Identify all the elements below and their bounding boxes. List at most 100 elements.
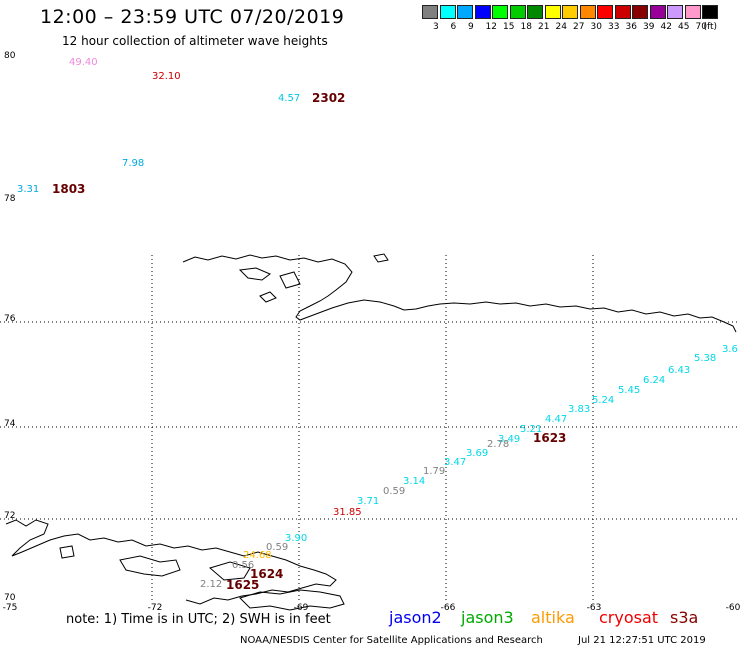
coastline <box>5 253 737 611</box>
satellite-name: altika <box>531 608 575 627</box>
credit-line: NOAA/NESDIS Center for Satellite Applica… <box>240 635 543 646</box>
wave-height-value: 3.31 <box>17 184 39 195</box>
coastline-island <box>208 561 251 581</box>
legend-label: 24 <box>555 22 567 32</box>
legend-label: 18 <box>520 22 532 32</box>
satellite-name: s3a <box>670 608 699 627</box>
wave-height-value: 3.47 <box>444 457 466 468</box>
pass-time-label: 1625 <box>226 578 259 592</box>
satellite-name: jason2 <box>389 608 442 627</box>
legend-label: 36 <box>625 22 637 32</box>
coastline-greenland <box>182 254 737 333</box>
wave-height-value: 2.78 <box>487 439 509 450</box>
legend-label: 12 <box>485 22 497 32</box>
wave-height-value: 3.83 <box>568 404 590 415</box>
legend-label: 39 <box>643 22 655 32</box>
legend-swatch <box>579 5 596 19</box>
wave-height-value: 0.59 <box>266 542 288 553</box>
wave-height-value: 32.10 <box>152 71 181 82</box>
legend-swatch <box>702 5 718 19</box>
legend-swatch <box>457 5 473 19</box>
legend-label: 30 <box>590 22 602 32</box>
wave-height-value: 3.14 <box>403 476 425 487</box>
latitude-tick-label: 80 <box>4 51 16 61</box>
legend-swatch <box>667 5 683 19</box>
pass-time-label: 1803 <box>52 182 85 196</box>
latitude-tick-label: 78 <box>4 194 16 204</box>
legend-swatch <box>474 5 491 19</box>
longitude-tick-label: -69 <box>294 603 309 613</box>
legend-label: 21 <box>538 22 550 32</box>
wave-height-value: 24.68 <box>243 550 272 561</box>
legend-swatch <box>649 5 666 19</box>
wave-height-value: 3.6 <box>722 344 738 355</box>
latitude-tick-label: 70 <box>4 593 16 603</box>
wave-height-labels: 49.40 32.10 4.57 7.98 3.31 3.6 5.38 6.436.245.4… <box>17 57 738 590</box>
satellite-name: jason3 <box>461 608 514 627</box>
coastline-island <box>119 555 181 577</box>
grid-lines <box>0 255 738 600</box>
legend-swatch <box>439 5 456 19</box>
legend-swatch <box>544 5 561 19</box>
wave-height-value: 0.56 <box>232 560 254 571</box>
legend-swatch <box>422 5 438 19</box>
legend-swatch <box>492 5 508 19</box>
legend-swatch <box>562 5 578 19</box>
wave-height-value: 6.43 <box>668 365 690 376</box>
wave-height-value: 3.49 <box>498 434 520 445</box>
footer-note: note: 1) Time is in UTC; 2) SWH is in fe… <box>66 612 331 627</box>
axis-tick-labels: -75 -72 -69 -66 -63 -60 80 78 76 74 72 70 <box>3 51 740 613</box>
wave-height-value: 5.45 <box>618 385 640 396</box>
coastline-island <box>373 253 389 263</box>
wave-height-value: 5.21 <box>520 424 542 435</box>
coastline-island <box>239 589 345 611</box>
wave-height-value: 2.12 <box>200 579 222 590</box>
wave-height-value: 3.69 <box>466 448 488 459</box>
latitude-tick-label: 74 <box>4 419 16 429</box>
legend-label: 45 <box>678 22 690 32</box>
pass-time-label: 1624 <box>250 567 283 581</box>
wave-height-value: 49.40 <box>69 57 98 68</box>
legend-label: 15 <box>503 22 515 32</box>
legend-swatch <box>597 5 613 19</box>
legend-label: 9 <box>468 22 474 32</box>
wave-height-value: 4.57 <box>278 93 300 104</box>
pass-time-label: 1623 <box>533 431 566 445</box>
wave-height-value: 5.38 <box>694 353 716 364</box>
legend-unit: (ft) <box>703 22 718 32</box>
wave-height-value: 0.59 <box>383 486 405 497</box>
legend-swatch <box>632 5 648 19</box>
coastline-greenland-inlet <box>279 271 301 289</box>
wave-height-value: 3.90 <box>285 533 307 544</box>
longitude-tick-label: -66 <box>441 603 456 613</box>
longitude-tick-label: -72 <box>148 603 163 613</box>
legend-label: 33 <box>608 22 620 32</box>
map-title: 12:00 – 23:59 UTC 07/20/2019 <box>40 6 345 28</box>
wave-height-value: 1.79 <box>423 466 445 477</box>
pass-time-label: 2302 <box>312 91 345 105</box>
legend-swatch <box>527 5 543 19</box>
map-subtitle: 12 hour collection of altimeter wave hei… <box>62 34 328 48</box>
longitude-tick-label: -75 <box>3 603 18 613</box>
coastline-island <box>259 291 277 303</box>
wave-height-value: 4.47 <box>545 414 567 425</box>
coastline-island <box>59 545 75 559</box>
legend-label: 6 <box>450 22 457 32</box>
legend-label: 70 <box>695 22 707 32</box>
satellite-name: cryosat <box>599 608 659 627</box>
wave-height-value: 3.71 <box>357 496 379 507</box>
legend-swatch <box>509 5 526 19</box>
wave-height-value: 5.24 <box>592 395 614 406</box>
longitude-tick-label: -63 <box>587 603 602 613</box>
wave-height-value: 6.24 <box>643 375 665 386</box>
legend-label: 3 <box>433 22 439 32</box>
legend-swatch <box>684 5 701 19</box>
wave-height-value: 7.98 <box>122 158 144 169</box>
latitude-tick-label: 72 <box>4 511 15 521</box>
longitude-tick-label: -60 <box>726 603 740 613</box>
legend-label: 27 <box>573 22 585 32</box>
legend-swatch <box>614 5 631 19</box>
